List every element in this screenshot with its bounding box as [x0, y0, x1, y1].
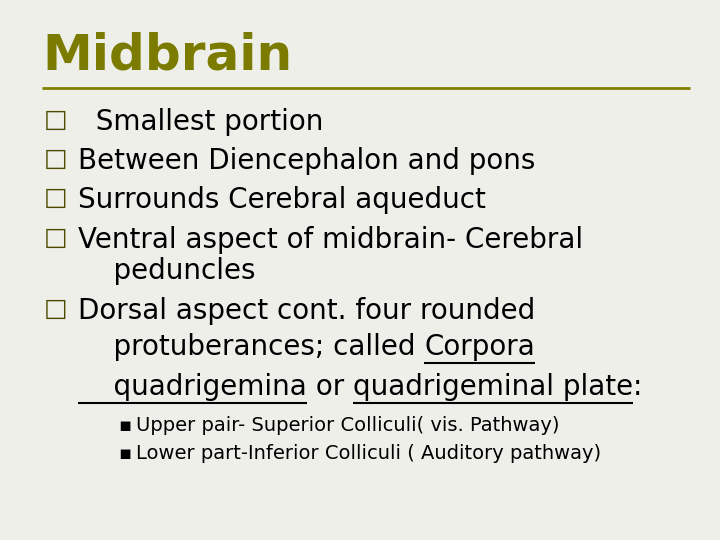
Text: :: : — [633, 373, 642, 401]
Text: quadrigemina: quadrigemina — [78, 373, 307, 401]
Text: ▪: ▪ — [118, 444, 131, 463]
Text: quadrigeminal plate: quadrigeminal plate — [353, 373, 633, 401]
Text: Midbrain: Midbrain — [42, 32, 292, 80]
Text: ▪: ▪ — [118, 416, 131, 435]
Text: □: □ — [44, 297, 68, 321]
Text: Lower part-Inferior Colliculi ( Auditory pathway): Lower part-Inferior Colliculi ( Auditory… — [136, 444, 601, 463]
Text: peduncles: peduncles — [78, 257, 256, 285]
Text: or: or — [307, 373, 353, 401]
Text: Dorsal aspect cont. four rounded: Dorsal aspect cont. four rounded — [78, 297, 535, 325]
Text: Smallest portion: Smallest portion — [78, 108, 323, 136]
Text: □: □ — [44, 186, 68, 210]
Text: Ventral aspect of midbrain- Cerebral: Ventral aspect of midbrain- Cerebral — [78, 226, 583, 254]
Text: □: □ — [44, 226, 68, 250]
Text: □: □ — [44, 147, 68, 171]
Text: Upper pair- Superior Colliculi( vis. Pathway): Upper pair- Superior Colliculi( vis. Pat… — [136, 416, 559, 435]
Text: Corpora: Corpora — [424, 333, 535, 361]
Text: Between Diencephalon and pons: Between Diencephalon and pons — [78, 147, 536, 175]
Text: protuberances; called: protuberances; called — [78, 333, 424, 361]
Text: Surrounds Cerebral aqueduct: Surrounds Cerebral aqueduct — [78, 186, 486, 214]
Text: □: □ — [44, 108, 68, 132]
